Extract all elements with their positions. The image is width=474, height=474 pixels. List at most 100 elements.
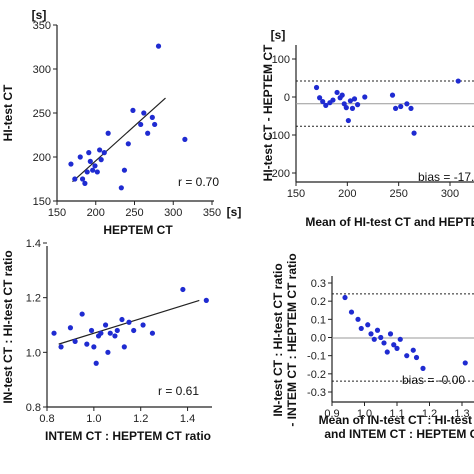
y-tick-label: 1.0 xyxy=(26,347,41,359)
data-point xyxy=(84,341,90,347)
x-tick-label: 250 xyxy=(389,188,407,200)
data-point xyxy=(371,336,377,342)
y-axis-title: IN-test CT : HI-test CT ratio xyxy=(1,250,15,403)
data-point xyxy=(374,327,381,333)
data-point xyxy=(79,311,85,317)
data-point xyxy=(121,344,127,350)
y-unit-label: [s] xyxy=(32,8,47,22)
data-point xyxy=(339,92,345,98)
data-point xyxy=(391,342,397,348)
x-tick-label: 0.9 xyxy=(324,408,339,420)
x-tick-label: 1.2 xyxy=(133,413,148,425)
x-tick-label: 1.0 xyxy=(357,408,372,420)
regression-line xyxy=(72,97,166,183)
data-point xyxy=(58,344,64,350)
data-point xyxy=(411,130,417,136)
data-point xyxy=(138,121,144,128)
data-point xyxy=(351,96,358,102)
y-tick-label: -200 xyxy=(268,168,290,180)
x-axis-title: Mean of HI-test CT and HEPTEM xyxy=(305,215,474,229)
y-tick-label: -0.3 xyxy=(307,387,326,399)
data-point xyxy=(368,331,374,337)
y-tick-label: 0.0 xyxy=(311,333,326,345)
y-tick-label: 200 xyxy=(33,152,51,164)
y-tick-label: 100 xyxy=(272,54,290,66)
annotation-label: bias = -17.7 xyxy=(418,170,474,184)
y-tick-label: 0.3 xyxy=(311,278,326,290)
data-point xyxy=(94,169,100,175)
data-point xyxy=(323,102,329,108)
annotation-label: bias = -0.00 xyxy=(402,373,465,387)
y-tick-label: 0.8 xyxy=(26,402,41,414)
x-unit-label: [s] xyxy=(227,205,242,219)
x-tick-label: 300 xyxy=(441,188,459,200)
data-point xyxy=(398,103,404,110)
x-tick-label: 200 xyxy=(87,207,105,219)
data-point xyxy=(349,105,356,111)
data-point xyxy=(125,141,131,147)
data-point xyxy=(330,97,336,103)
data-point xyxy=(392,105,399,111)
data-point xyxy=(126,319,132,325)
data-point xyxy=(119,316,125,323)
data-point xyxy=(404,101,410,107)
data-point xyxy=(355,102,361,108)
data-point xyxy=(82,180,88,186)
data-point xyxy=(121,167,128,173)
data-point xyxy=(362,94,368,100)
x-tick-label: 250 xyxy=(125,207,143,219)
y-axis-title-line2: - INTEM CT : HEPTEM CT ratio xyxy=(285,253,299,426)
data-point xyxy=(462,360,468,366)
data-point xyxy=(131,327,137,334)
data-point xyxy=(102,322,109,328)
x-axis-title-line2: and INTEM CT : HEPTEM CT xyxy=(324,427,474,441)
data-point xyxy=(180,286,186,293)
y-tick-label: 150 xyxy=(33,196,51,208)
data-point xyxy=(334,89,340,96)
data-point xyxy=(341,101,347,107)
data-point xyxy=(389,92,396,98)
data-point xyxy=(112,333,118,339)
x-tick-label: 300 xyxy=(164,207,182,219)
y-tick-label: -100 xyxy=(268,130,290,142)
data-point xyxy=(51,330,57,336)
data-point xyxy=(394,345,400,351)
data-point xyxy=(149,114,155,120)
y-tick-label: -0.1 xyxy=(307,351,326,363)
data-point xyxy=(114,327,120,334)
data-point xyxy=(91,344,97,350)
data-point xyxy=(358,325,364,332)
data-point xyxy=(141,110,147,116)
data-point xyxy=(105,349,111,355)
data-point xyxy=(118,185,124,191)
y-tick-label: 300 xyxy=(33,64,51,76)
data-point xyxy=(378,334,384,341)
y-unit-label: [s] xyxy=(271,28,286,42)
data-point xyxy=(140,322,146,328)
x-tick-label: 350 xyxy=(203,207,221,219)
data-point xyxy=(355,316,361,322)
data-point xyxy=(88,327,95,334)
data-point xyxy=(86,150,92,156)
x-axis-title: HEPTEM CT xyxy=(103,223,173,237)
x-tick-label: 1.4 xyxy=(180,413,195,425)
x-axis-title: INTEM CT : HEPTEM CT ratio xyxy=(45,429,211,443)
data-point xyxy=(101,150,107,156)
x-tick-label: 1.2 xyxy=(422,408,437,420)
data-point xyxy=(87,158,93,164)
x-tick-label: 150 xyxy=(48,207,66,219)
data-point xyxy=(313,84,320,91)
data-point xyxy=(397,336,403,342)
data-point xyxy=(149,330,156,336)
data-point xyxy=(182,136,188,142)
data-point xyxy=(77,154,83,160)
data-point xyxy=(384,349,390,355)
data-point xyxy=(203,297,209,303)
data-point xyxy=(84,169,90,175)
x-tick-label: 0.8 xyxy=(39,413,54,425)
data-point xyxy=(79,176,86,182)
data-point xyxy=(320,98,326,105)
y-axis-title: HI-test CT - HEPTEM CT xyxy=(261,44,275,181)
x-tick-label: 1.1 xyxy=(389,408,404,420)
y-tick-label: 0.2 xyxy=(311,296,326,308)
